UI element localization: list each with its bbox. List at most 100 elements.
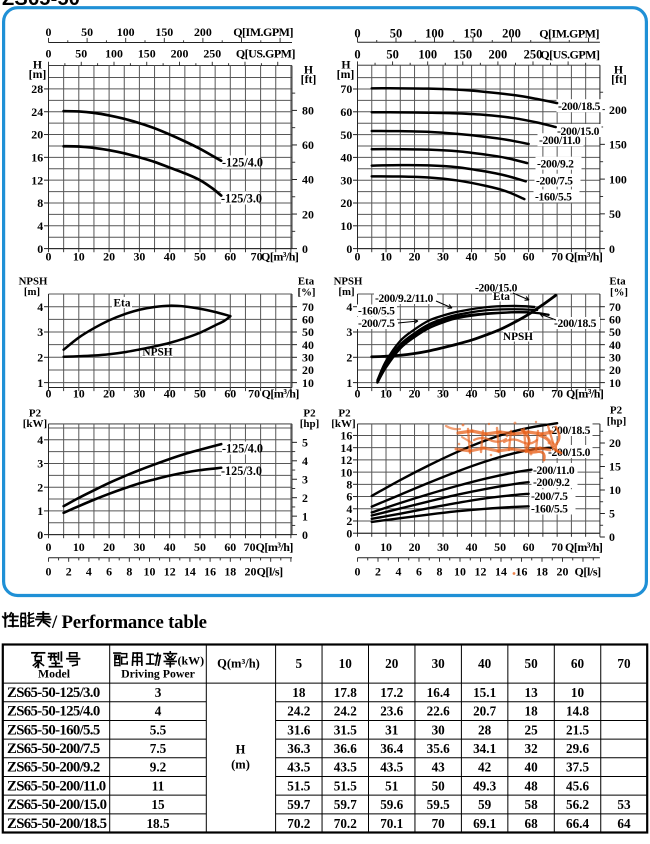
svg-text:60: 60 xyxy=(340,105,352,119)
svg-text:Q[m³/h]: Q[m³/h] xyxy=(261,250,299,264)
svg-text:50: 50 xyxy=(340,128,352,142)
svg-text:24.2: 24.2 xyxy=(334,704,357,719)
svg-text:20: 20 xyxy=(103,387,115,401)
svg-text:2: 2 xyxy=(302,491,308,505)
svg-text:ZS65-50-200/11.0: ZS65-50-200/11.0 xyxy=(7,778,106,794)
svg-text:16: 16 xyxy=(340,429,352,443)
svg-text:50: 50 xyxy=(432,778,446,793)
svg-text:60: 60 xyxy=(523,250,535,264)
svg-text:1: 1 xyxy=(37,376,43,390)
svg-text:10: 10 xyxy=(144,564,156,578)
svg-text:51.5: 51.5 xyxy=(287,778,310,793)
svg-text:10: 10 xyxy=(73,387,85,401)
svg-text:(m): (m) xyxy=(231,758,250,772)
svg-text:40: 40 xyxy=(164,540,176,554)
svg-text:4: 4 xyxy=(396,564,402,578)
svg-text:40: 40 xyxy=(466,387,478,401)
svg-text:Q[l/s]: Q[l/s] xyxy=(257,564,284,578)
svg-text:10: 10 xyxy=(340,219,352,233)
svg-text:150: 150 xyxy=(453,48,472,62)
svg-text:16.4: 16.4 xyxy=(427,685,450,700)
svg-text:30: 30 xyxy=(302,351,314,365)
svg-text:150: 150 xyxy=(155,25,173,39)
svg-text:Eta: Eta xyxy=(298,275,315,287)
svg-text:ZS65-50-125/3.0: ZS65-50-125/3.0 xyxy=(7,685,100,701)
svg-text:16: 16 xyxy=(204,564,216,578)
svg-text:0: 0 xyxy=(46,564,52,578)
svg-text:59.5: 59.5 xyxy=(427,797,450,812)
svg-text:30: 30 xyxy=(609,351,621,365)
svg-text:[%]: [%] xyxy=(298,286,316,298)
svg-text:0: 0 xyxy=(354,48,360,62)
svg-text:NPSH: NPSH xyxy=(19,275,48,287)
svg-text:0: 0 xyxy=(302,528,308,542)
svg-text:0: 0 xyxy=(46,25,52,39)
svg-text:59.7: 59.7 xyxy=(334,797,357,812)
svg-text:69.1: 69.1 xyxy=(473,816,496,831)
svg-text:1: 1 xyxy=(302,509,308,523)
svg-text:10: 10 xyxy=(609,376,621,390)
svg-text:20: 20 xyxy=(557,564,569,578)
svg-text:80: 80 xyxy=(302,104,314,118)
svg-text:60: 60 xyxy=(523,387,535,401)
svg-text:50: 50 xyxy=(194,250,206,264)
svg-text:P2: P2 xyxy=(338,407,351,419)
svg-text:2: 2 xyxy=(346,351,352,365)
svg-text:18: 18 xyxy=(536,564,548,578)
svg-text:0: 0 xyxy=(46,387,52,401)
svg-text:20.7: 20.7 xyxy=(473,704,496,719)
svg-text:43: 43 xyxy=(432,760,446,775)
svg-text:50: 50 xyxy=(494,387,506,401)
svg-text:30: 30 xyxy=(437,540,449,554)
svg-text:40: 40 xyxy=(524,760,538,775)
svg-text:0: 0 xyxy=(355,387,361,401)
svg-text:1: 1 xyxy=(346,376,352,390)
svg-text:-200/15.0: -200/15.0 xyxy=(557,125,600,138)
svg-text:NPSH: NPSH xyxy=(334,275,363,287)
svg-text:18: 18 xyxy=(224,564,236,578)
svg-text:10: 10 xyxy=(339,656,353,671)
svg-text:31: 31 xyxy=(385,722,398,737)
svg-text:16: 16 xyxy=(516,564,528,578)
svg-text:6: 6 xyxy=(346,490,352,504)
svg-text:Eta: Eta xyxy=(493,291,510,303)
svg-text:17.2: 17.2 xyxy=(380,685,403,700)
svg-text:0: 0 xyxy=(355,564,361,578)
svg-text:250: 250 xyxy=(524,48,543,62)
svg-text:Q[US.GPM]: Q[US.GPM] xyxy=(540,48,600,62)
svg-text:10: 10 xyxy=(571,685,585,700)
svg-text:0: 0 xyxy=(346,242,352,256)
svg-text:-200/7.5: -200/7.5 xyxy=(358,317,395,330)
svg-text:-125/4.0: -125/4.0 xyxy=(222,156,263,170)
svg-text:Q[m³/h]: Q[m³/h] xyxy=(262,387,300,401)
svg-text:250: 250 xyxy=(203,46,221,60)
svg-text:100: 100 xyxy=(117,25,135,39)
svg-text:14.8: 14.8 xyxy=(566,704,589,719)
svg-text:50: 50 xyxy=(609,207,621,221)
svg-text:56.2: 56.2 xyxy=(566,797,589,812)
svg-text:24.2: 24.2 xyxy=(287,704,310,719)
svg-text:NPSH: NPSH xyxy=(142,347,172,359)
svg-text:2: 2 xyxy=(346,514,352,528)
svg-text:40: 40 xyxy=(466,250,478,264)
svg-text:14: 14 xyxy=(495,564,507,578)
svg-text:-200/7.5: -200/7.5 xyxy=(536,175,573,188)
svg-text:NPSH: NPSH xyxy=(503,331,533,343)
svg-text:8: 8 xyxy=(346,478,352,492)
svg-text:15: 15 xyxy=(609,460,621,474)
svg-text:50: 50 xyxy=(302,325,314,339)
svg-text:20: 20 xyxy=(302,363,314,377)
svg-text:0: 0 xyxy=(46,250,52,264)
svg-text:-200/11.0: -200/11.0 xyxy=(533,464,575,477)
svg-text:3: 3 xyxy=(37,457,43,471)
svg-text:60: 60 xyxy=(609,313,621,327)
svg-text:36.6: 36.6 xyxy=(334,741,357,756)
svg-text:20: 20 xyxy=(340,196,352,210)
svg-text:32: 32 xyxy=(524,741,538,756)
svg-text:60: 60 xyxy=(224,540,236,554)
svg-text:40: 40 xyxy=(302,173,314,187)
svg-text:30: 30 xyxy=(437,387,449,401)
svg-text:20: 20 xyxy=(103,540,115,554)
svg-text:58: 58 xyxy=(524,797,538,812)
svg-text:0: 0 xyxy=(37,242,43,256)
